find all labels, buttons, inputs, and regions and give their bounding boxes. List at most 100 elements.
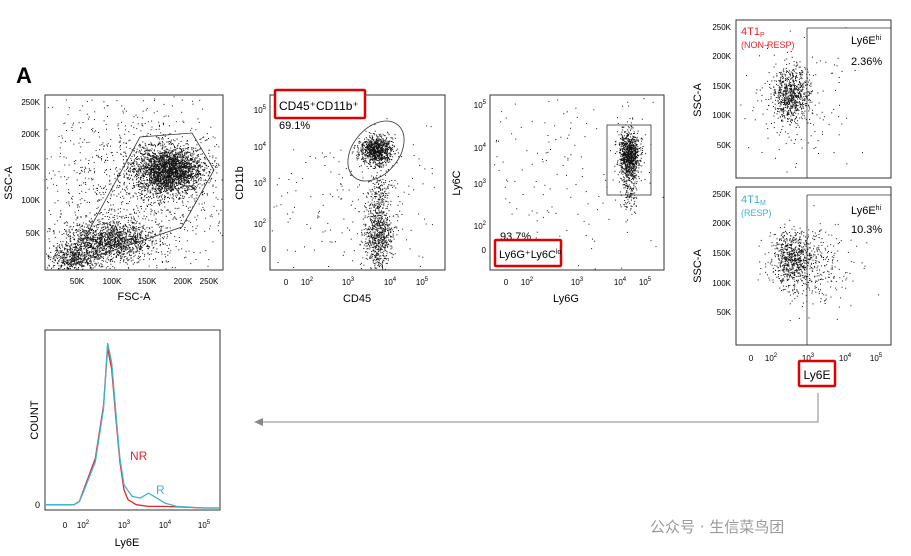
- dot: [150, 202, 152, 204]
- dot: [170, 152, 172, 154]
- dot: [83, 241, 84, 243]
- dot: [56, 243, 58, 244]
- dot: [199, 158, 201, 160]
- dot: [173, 163, 175, 165]
- dot: [69, 261, 71, 263]
- dot: [152, 155, 154, 157]
- dot: [142, 158, 144, 160]
- dot: [99, 234, 101, 235]
- dot: [174, 156, 176, 158]
- dot: [178, 236, 180, 238]
- dot: [164, 171, 166, 173]
- dot: [180, 222, 182, 224]
- dot: [119, 236, 121, 238]
- dot: [113, 239, 114, 241]
- dot: [195, 181, 197, 183]
- dot: [58, 231, 60, 233]
- dot: [184, 176, 186, 178]
- dot: [99, 213, 101, 215]
- dot: [146, 107, 148, 109]
- dot: [159, 167, 161, 169]
- dot: [119, 185, 121, 187]
- dot: [142, 161, 144, 163]
- dot: [123, 259, 125, 261]
- dot: [179, 173, 181, 175]
- dot: [109, 245, 111, 247]
- dot: [64, 229, 65, 230]
- dot: [163, 165, 165, 166]
- dot: [131, 249, 133, 251]
- dot: [136, 173, 137, 175]
- dot: [73, 267, 75, 268]
- dot: [129, 254, 130, 256]
- dot: [147, 234, 149, 236]
- dot: [181, 151, 183, 153]
- dot: [131, 240, 133, 242]
- dot: [92, 232, 94, 234]
- dot: [132, 234, 134, 236]
- dot: [81, 247, 82, 249]
- dot: [164, 163, 166, 165]
- dot: [70, 238, 72, 240]
- dot: [102, 236, 103, 238]
- dot: [125, 228, 126, 230]
- dot: [166, 154, 168, 156]
- dot: [116, 244, 118, 246]
- dot: [89, 169, 91, 171]
- dot: [172, 169, 174, 170]
- dot: [128, 230, 130, 232]
- dot: [115, 244, 117, 246]
- dot: [176, 160, 178, 162]
- dot: [93, 248, 95, 250]
- dot: [186, 143, 188, 144]
- dot: [58, 260, 60, 262]
- dot: [164, 164, 166, 166]
- dot: [63, 255, 65, 256]
- dot: [203, 136, 205, 138]
- dot: [180, 151, 182, 153]
- dot: [178, 147, 180, 149]
- dot: [77, 239, 79, 241]
- dot: [156, 159, 158, 160]
- dot: [126, 257, 128, 259]
- dot: [120, 248, 122, 249]
- dot: [80, 248, 82, 250]
- dot: [188, 147, 189, 148]
- dot: [101, 252, 103, 254]
- dot: [136, 151, 138, 153]
- dot: [161, 177, 163, 179]
- dot: [166, 180, 168, 182]
- dot: [150, 203, 151, 205]
- dot: [157, 182, 159, 184]
- dot: [168, 179, 170, 181]
- dot: [173, 149, 175, 151]
- dot: [161, 164, 163, 166]
- dot: [139, 189, 141, 191]
- dot: [164, 195, 166, 197]
- dot: [57, 190, 59, 192]
- dot: [190, 171, 192, 172]
- dot: [96, 256, 98, 258]
- dot: [170, 144, 172, 145]
- dot: [161, 167, 163, 169]
- dot: [180, 174, 182, 176]
- dot: [132, 236, 134, 238]
- dot: [118, 236, 120, 238]
- dot: [86, 113, 88, 115]
- dot: [151, 198, 153, 200]
- dot: [209, 225, 211, 227]
- dot: [89, 250, 91, 252]
- dot: [162, 169, 164, 171]
- dot: [135, 239, 136, 241]
- dot: [176, 172, 178, 174]
- dot: [170, 175, 172, 176]
- dot: [140, 179, 142, 180]
- dot: [186, 188, 188, 190]
- dot: [191, 196, 193, 198]
- dot: [147, 246, 149, 248]
- dot: [152, 163, 154, 165]
- dot: [110, 242, 112, 244]
- dot: [105, 251, 106, 253]
- dot: [156, 196, 158, 198]
- dot: [127, 228, 129, 230]
